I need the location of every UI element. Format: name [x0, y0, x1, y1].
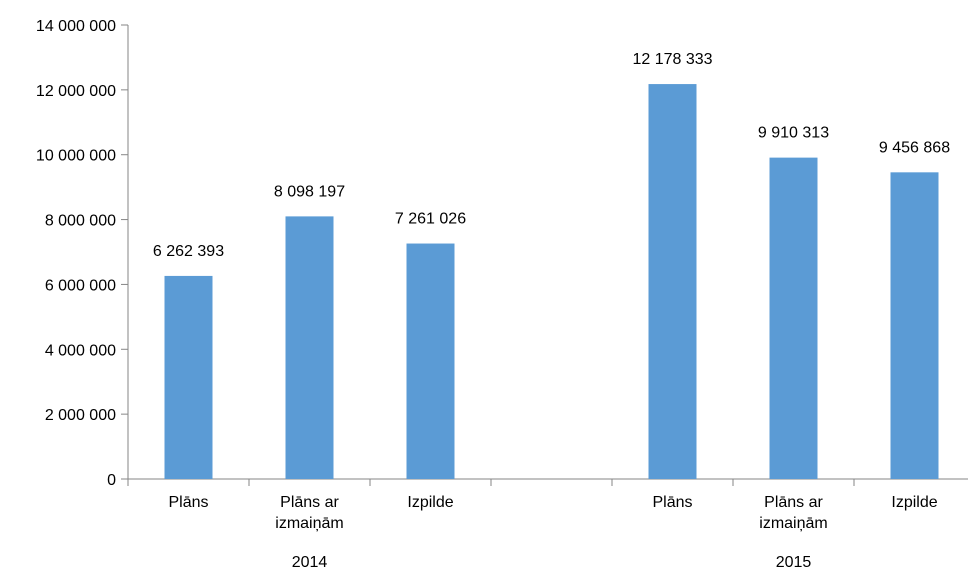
y-tick-label: 4 000 000: [45, 342, 116, 359]
group-label: 2015: [776, 554, 812, 570]
category-label: Izpilde: [407, 494, 453, 511]
data-label: 7 261 026: [395, 211, 466, 228]
y-tick-label: 6 000 000: [45, 277, 116, 294]
y-tick-label: 2 000 000: [45, 407, 116, 424]
data-label: 9 456 868: [879, 139, 950, 156]
category-label: Plāns ar izmaiņām: [759, 494, 827, 532]
bar: [648, 84, 697, 479]
category-label: Izpilde: [891, 494, 937, 511]
y-tick-label: 12 000 000: [36, 83, 116, 100]
bar: [164, 275, 213, 479]
data-label: 6 262 393: [153, 243, 224, 260]
y-tick-label: 8 000 000: [45, 213, 116, 230]
bar: [769, 157, 818, 479]
bar: [285, 216, 334, 480]
data-label: 12 178 333: [632, 51, 712, 68]
y-tick-label: 14 000 000: [36, 18, 116, 35]
category-label: Plāns: [652, 494, 692, 511]
y-tick-label: 0: [107, 472, 116, 489]
bar: [890, 172, 939, 480]
group-label: 2014: [292, 554, 328, 570]
data-label: 9 910 313: [758, 125, 829, 142]
category-label: Plāns ar izmaiņām: [275, 494, 343, 532]
category-label: Plāns: [168, 494, 208, 511]
y-tick-label: 10 000 000: [36, 148, 116, 165]
data-label: 8 098 197: [274, 183, 345, 200]
bar: [406, 243, 455, 479]
